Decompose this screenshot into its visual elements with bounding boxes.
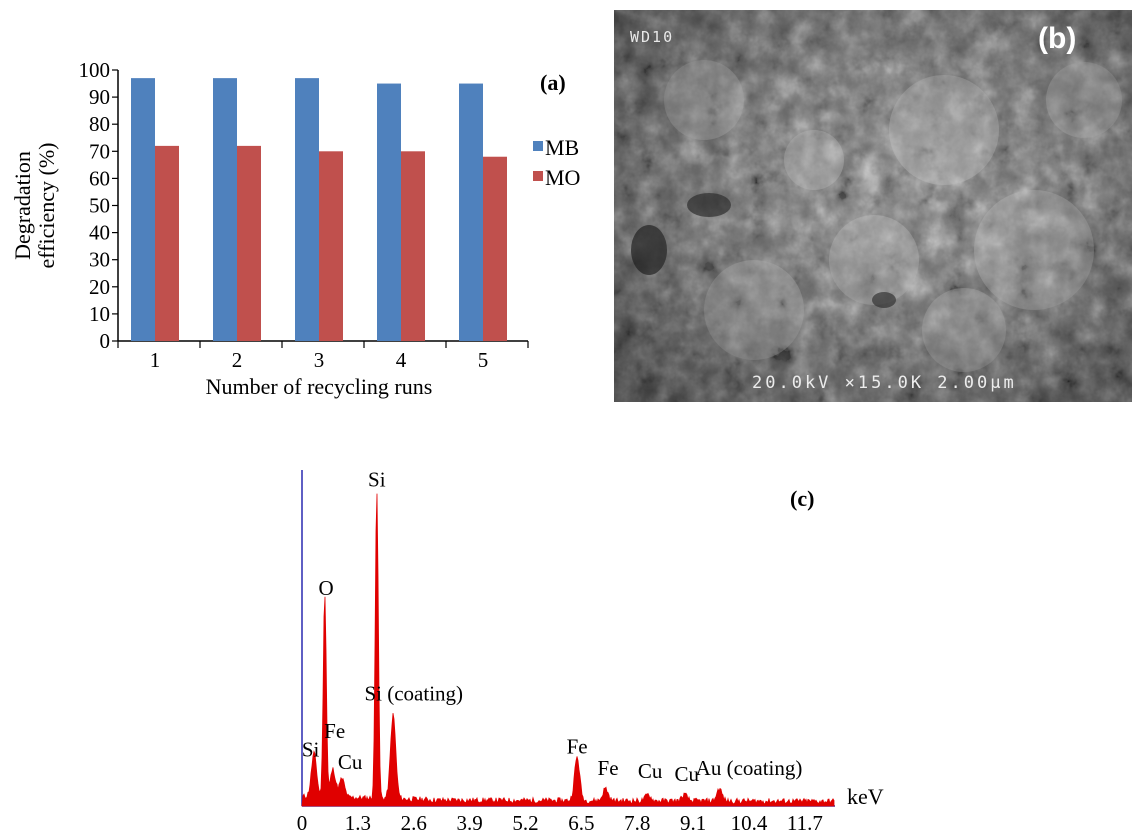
legend-label-mb: MB [545,135,579,160]
peak-annotation: O [318,576,333,600]
legend-label-mo: MO [545,165,580,190]
bar-chart-svg: 0 10 20 30 40 50 60 70 80 90 100 1 2 3 4 5 Number of rec… [10,58,580,399]
x-tick-label: 5 [478,348,489,372]
y-tick-label: 10 [89,302,110,326]
y-axis-title: Degradationefficiency (%) [10,142,59,268]
panel-b-label: (b) [1038,22,1076,55]
x-tick-label: 9.1 [680,811,706,832]
peak-annotation: Au (coating) [696,756,803,780]
y-tick-label: 0 [100,329,111,353]
panel-b-sem-image: WD10 (b) 20.0kV ×15.0K 2.00μm [614,10,1132,402]
bar-mb-2 [213,78,237,341]
y-tick-label: 80 [89,112,110,136]
sem-shading [614,10,1132,402]
x-tick-label: 3.9 [457,811,483,832]
y-tick-label: 70 [89,139,110,163]
y-tick-label: 20 [89,275,110,299]
y-axis-title-line: Degradation [10,151,35,260]
x-tick-label: 2.6 [401,811,427,832]
bar-mb-3 [295,78,319,341]
y-tick-label: 50 [89,194,110,218]
bar-mo-2 [237,145,261,341]
bar-mb-1 [131,78,155,341]
panel-c-label: (c) [790,486,814,511]
x-tick-label: 6.5 [568,811,594,832]
peak-annotation: Cu [674,762,699,786]
y-tick-label: 30 [89,248,110,272]
bar-mo-4 [401,151,425,341]
bar-mo-5 [483,156,507,341]
x-tick-label: 1 [150,348,161,372]
bar-mb-4 [377,83,401,342]
bar-mo-1 [155,145,179,341]
x-tick-label: 11.7 [787,811,823,832]
x-tick-label: 3 [314,348,325,372]
legend-swatch-mo [533,171,543,181]
panel-c-eds-spectrum: 0 1.3 2.6 3.9 5.2 6.5 7.8 9.1 10.4 11.7 keV Si Fe Cu O… [270,460,910,835]
sem-micrograph: WD10 (b) 20.0kV ×15.0K 2.00μm [614,10,1132,402]
x-tick-label: 7.8 [624,811,650,832]
x-tick-label: 10.4 [731,811,768,832]
y-tick-label: 100 [79,58,111,82]
y-tick-label: 40 [89,221,110,245]
x-axis-unit: keV [847,784,884,809]
x-tick-label: 4 [396,348,407,372]
peak-annotation: Fe [598,756,619,780]
peak-annotation: Cu [638,759,663,783]
bar-mo-3 [319,151,343,341]
x-tick-label: 1.3 [345,811,371,832]
peak-annotation: Cu [338,750,363,774]
y-tick-label: 90 [89,85,110,109]
peak-annotation: Si (coating) [364,682,463,706]
sem-working-distance-label: WD10 [630,28,674,46]
eds-spectrum-trace [301,493,835,807]
bar-mb-5 [459,83,483,342]
legend-swatch-mb [533,141,543,151]
peak-annotation: Si [368,468,386,492]
eds-spectrum-svg: 0 1.3 2.6 3.9 5.2 6.5 7.8 9.1 10.4 11.7keVSiFeCuO… [297,468,884,835]
peak-annotation: Fe [324,719,345,743]
y-axis-title-line: efficiency (%) [34,142,59,268]
x-tick-label: 5.2 [512,811,538,832]
peak-annotation: Fe [567,734,588,758]
peak-annotation: Si [302,737,320,761]
x-tick-label: 2 [232,348,243,372]
panel-a-label: (a) [540,70,566,95]
sem-scale-info: 20.0kV ×15.0K 2.00μm [752,373,1017,393]
x-tick-label: 0 [297,811,308,832]
panel-a-bar-chart: 0 10 20 30 40 50 60 70 80 90 100 1 2 3 4 5 Number of rec… [0,0,600,410]
y-tick-label: 60 [89,166,110,190]
x-axis-title: Number of recycling runs [206,374,433,399]
